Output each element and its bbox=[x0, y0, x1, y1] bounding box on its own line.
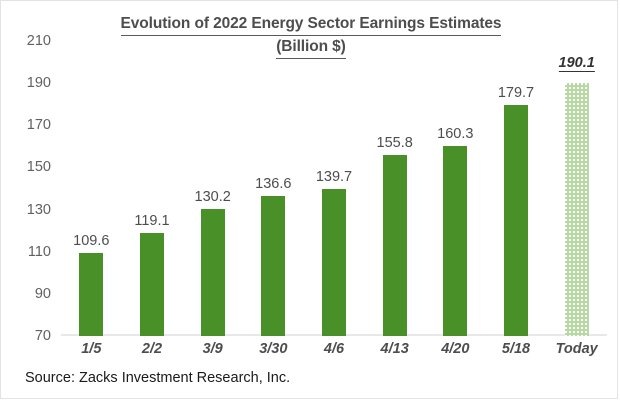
y-axis-tick: 190 bbox=[26, 75, 51, 92]
y-axis-tick: 90 bbox=[34, 285, 51, 302]
bar-1-5[interactable] bbox=[79, 252, 104, 336]
y-axis-tick: 150 bbox=[26, 159, 51, 176]
bar-5-18[interactable] bbox=[503, 104, 528, 336]
x-axis-tick-1-5: 1/5 bbox=[81, 341, 102, 357]
bar-slot: 109.6 bbox=[61, 41, 122, 336]
x-axis-tick-3-9: 3/9 bbox=[202, 341, 223, 357]
x-axis-tick-4-6: 4/6 bbox=[323, 341, 345, 357]
bar-slot: 136.6 bbox=[243, 41, 304, 336]
x-axis-tick-4-13: 4/13 bbox=[380, 341, 409, 357]
bar-4-20[interactable] bbox=[443, 145, 468, 336]
bar-value-label: 109.6 bbox=[73, 232, 110, 249]
bar-4-13[interactable] bbox=[382, 155, 407, 336]
bar-value-label: 130.2 bbox=[194, 189, 231, 206]
x-axis-tick-5-18: 5/18 bbox=[501, 341, 531, 357]
bar-3-30[interactable] bbox=[261, 195, 286, 336]
bar-slot: 190.1 bbox=[546, 41, 607, 336]
bar-4-6[interactable] bbox=[321, 189, 346, 336]
x-axis-tick-3-30: 3/30 bbox=[259, 341, 288, 357]
x-axis-tick-2-2: 2/2 bbox=[141, 341, 163, 357]
y-axis: 70 90 110 130 150 170 190 210 bbox=[1, 33, 57, 344]
bar-slot: 179.7 bbox=[486, 41, 547, 336]
bar-slot: 155.8 bbox=[364, 41, 425, 336]
plot-area: 109.6 119.1 130.2 136.6 139.7 155.8 160.3 179.7… bbox=[61, 41, 607, 336]
chart-title: Evolution of 2022 Energy Sector Earnings… bbox=[71, 13, 551, 59]
bar-value-label: 155.8 bbox=[376, 135, 413, 152]
bar-slot: 139.7 bbox=[304, 41, 365, 336]
y-axis-tick: 130 bbox=[26, 201, 51, 218]
bar-slot: 160.3 bbox=[425, 41, 486, 336]
bar-slot: 130.2 bbox=[182, 41, 243, 336]
bar-value-label: 190.1 bbox=[558, 54, 595, 72]
chart-title-line-2: (Billion $) bbox=[276, 36, 346, 59]
bar-slot: 119.1 bbox=[122, 41, 183, 336]
y-axis-tick: 170 bbox=[26, 117, 51, 134]
bar-value-label: 179.7 bbox=[497, 84, 535, 101]
x-axis: 1/5 2/2 3/9 3/30 4/6 4/13 4/20 5/18 Today bbox=[61, 341, 607, 365]
y-axis-tick: 210 bbox=[26, 33, 51, 49]
bar-today[interactable] bbox=[564, 82, 589, 336]
bar-value-label: 136.6 bbox=[255, 175, 292, 192]
bar-3-9[interactable] bbox=[200, 209, 225, 336]
y-axis-tick: 110 bbox=[27, 243, 51, 260]
source-note: Source: Zacks Investment Research, Inc. bbox=[25, 370, 291, 386]
y-axis-tick: 70 bbox=[34, 328, 51, 344]
bar-value-label: 119.1 bbox=[134, 212, 170, 229]
x-axis-tick-4-20: 4/20 bbox=[441, 341, 470, 357]
bar-value-label: 139.7 bbox=[315, 169, 353, 186]
x-axis-tick-today: Today bbox=[555, 341, 598, 357]
chart-title-line-1: Evolution of 2022 Energy Sector Earnings… bbox=[120, 13, 502, 36]
bar-2-2[interactable] bbox=[139, 232, 164, 336]
bar-value-label: 160.3 bbox=[437, 125, 474, 142]
